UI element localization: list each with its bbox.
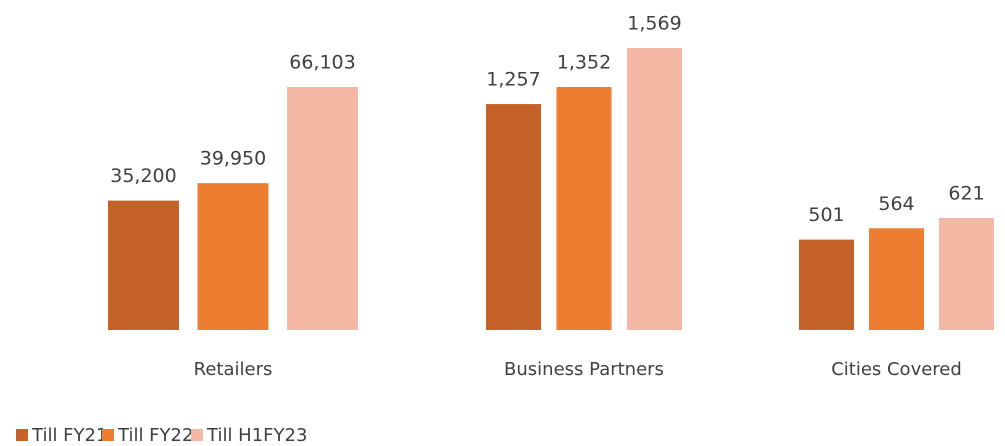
legend-label: Till FY21 xyxy=(31,425,107,446)
value-label: 1,569 xyxy=(627,13,681,35)
legend-swatch xyxy=(191,429,203,441)
legend-label: Till H1FY23 xyxy=(206,425,307,446)
bar xyxy=(486,104,541,331)
bar xyxy=(197,183,269,330)
bar xyxy=(869,228,924,330)
value-label: 1,352 xyxy=(557,52,611,74)
legend-swatch xyxy=(102,429,114,441)
value-label: 35,200 xyxy=(110,165,176,187)
legend-swatch xyxy=(16,429,28,441)
value-label: 621 xyxy=(948,183,984,205)
value-label: 564 xyxy=(878,193,914,215)
value-label: 1,257 xyxy=(486,69,540,91)
bar xyxy=(939,218,994,330)
category-label: Retailers xyxy=(194,359,273,380)
category-label: Cities Covered xyxy=(831,359,962,380)
bar xyxy=(556,87,612,330)
legend-label: Till FY22 xyxy=(117,425,193,446)
bar xyxy=(799,239,854,330)
bar xyxy=(108,200,179,330)
category-label: Business Partners xyxy=(504,359,664,380)
bar xyxy=(627,48,682,330)
bar xyxy=(287,87,358,330)
value-label: 66,103 xyxy=(289,52,355,74)
value-label: 501 xyxy=(808,204,844,226)
value-label: 39,950 xyxy=(200,148,266,170)
